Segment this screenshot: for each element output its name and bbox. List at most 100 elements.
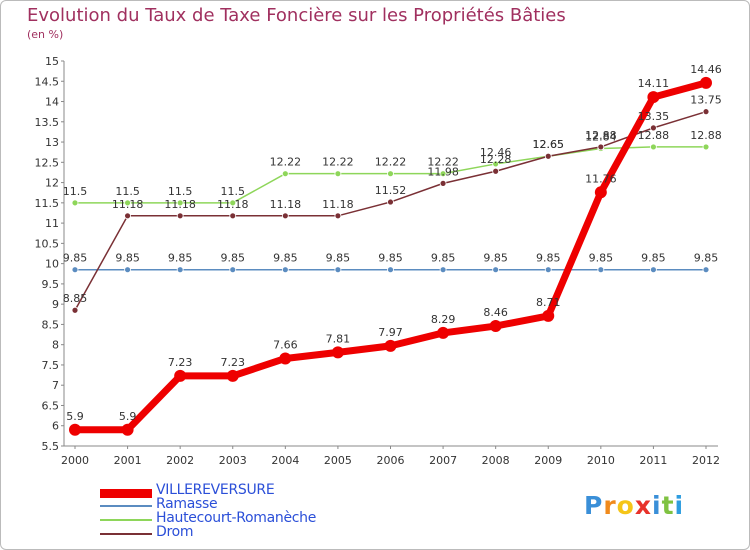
logo-letter: i: [674, 491, 685, 520]
data-label-ramasse: 9.85: [641, 252, 666, 265]
data-label-drom: 11.98: [427, 165, 459, 178]
data-point-villereversure: [226, 369, 239, 382]
data-point-drom: [387, 198, 394, 206]
data-label-drom: 11.52: [375, 184, 407, 197]
data-label-drom: 12.88: [585, 129, 617, 142]
y-tick-label: 12.5: [35, 156, 60, 169]
data-point-ramasse: [650, 266, 657, 274]
data-point-drom: [650, 124, 657, 132]
data-point-hautecourt-roman-che: [124, 199, 131, 207]
legend-swatch-ramasse: [100, 505, 152, 507]
data-point-hautecourt-roman-che: [650, 143, 657, 151]
data-label-villereversure: 8.46: [483, 306, 508, 319]
data-label-ramasse: 9.85: [483, 252, 508, 265]
x-tick-label: 2012: [692, 454, 720, 467]
data-label-drom: 11.18: [322, 198, 354, 211]
data-point-villereversure: [331, 346, 344, 359]
data-point-ramasse: [176, 266, 184, 274]
logo-letter: x: [634, 491, 652, 520]
data-label-ramasse: 9.85: [326, 252, 351, 265]
data-label-ramasse: 9.85: [589, 252, 614, 265]
data-label-drom: 12.28: [480, 153, 512, 166]
legend-label-drom: Drom: [156, 524, 194, 540]
data-point-villereversure: [700, 76, 712, 89]
y-tick-label: 8: [52, 339, 59, 352]
data-label-hautecourt-roman-che: 11.5: [115, 185, 140, 198]
x-tick-label: 2003: [219, 454, 247, 467]
data-point-drom: [334, 212, 342, 220]
data-point-drom: [544, 152, 552, 160]
data-point-villereversure: [437, 326, 450, 339]
x-tick-label: 2011: [639, 454, 667, 467]
data-point-villereversure: [384, 339, 397, 352]
legend-label-ramasse: Ramasse: [156, 496, 218, 512]
x-tick-label: 2002: [166, 454, 194, 467]
data-label-hautecourt-roman-che: 11.5: [63, 185, 88, 198]
legend-item-hautecourt-romaneche: Hautecourt-Romanèche: [100, 510, 360, 527]
data-point-villereversure: [594, 186, 607, 199]
data-point-villereversure: [69, 423, 81, 436]
data-point-hautecourt-roman-che: [439, 170, 447, 178]
legend-label-villereversure: VILLEREVERSURE: [156, 482, 275, 498]
legend-swatch-hautecourt-romaneche: [100, 519, 152, 521]
y-tick-label: 15: [45, 55, 59, 68]
y-tick-label: 6.5: [42, 399, 60, 412]
data-point-hautecourt-roman-che: [71, 199, 79, 207]
data-point-ramasse: [544, 266, 552, 274]
legend-item-ramasse: Ramasse: [100, 496, 360, 513]
data-point-hautecourt-roman-che: [702, 143, 710, 151]
data-point-hautecourt-roman-che: [492, 160, 500, 168]
data-point-villereversure: [542, 309, 555, 322]
proxiti-logo: Proxiti: [584, 491, 684, 520]
data-point-ramasse: [281, 266, 289, 274]
data-point-villereversure: [647, 91, 660, 104]
chart-title: Evolution du Taux de Taxe Foncière sur l…: [27, 5, 566, 26]
data-point-hautecourt-roman-che: [387, 170, 394, 178]
y-tick-label: 6: [52, 420, 59, 433]
data-label-drom: 11.18: [112, 198, 144, 211]
data-label-ramasse: 9.85: [273, 252, 298, 265]
data-label-villereversure: 5.9: [119, 410, 137, 423]
logo-letter: P: [584, 491, 604, 520]
data-label-drom: 11.18: [270, 198, 302, 211]
data-point-villereversure: [279, 352, 292, 365]
data-label-villereversure: 11.76: [585, 172, 617, 185]
chart-legend: VILLEREVERSURE Ramasse Hautecourt-Romanè…: [100, 482, 360, 541]
x-tick-label: 2006: [377, 454, 405, 467]
data-point-drom: [229, 212, 237, 220]
data-label-ramasse: 9.85: [115, 252, 140, 265]
data-label-ramasse: 9.85: [431, 252, 456, 265]
x-tick-label: 2001: [114, 454, 142, 467]
data-point-ramasse: [71, 266, 79, 274]
data-point-villereversure: [121, 423, 134, 436]
data-label-hautecourt-roman-che: 11.5: [168, 185, 193, 198]
data-point-drom: [597, 143, 605, 151]
data-point-drom: [124, 212, 131, 220]
data-label-hautecourt-roman-che: 12.84: [585, 131, 617, 144]
x-tick-label: 2010: [587, 454, 615, 467]
y-tick-label: 5.5: [42, 440, 60, 453]
data-point-hautecourt-roman-che: [229, 199, 237, 207]
data-point-hautecourt-roman-che: [334, 170, 342, 178]
data-point-ramasse: [702, 266, 710, 274]
data-point-hautecourt-roman-che: [176, 199, 184, 207]
data-label-villereversure: 7.66: [273, 338, 298, 351]
data-point-villereversure: [174, 369, 187, 382]
data-point-drom: [439, 179, 447, 187]
data-point-ramasse: [597, 266, 605, 274]
data-label-ramasse: 9.85: [63, 252, 88, 265]
data-label-ramasse: 9.85: [221, 252, 246, 265]
data-point-ramasse: [334, 266, 342, 274]
logo-letter: o: [616, 491, 635, 520]
y-tick-label: 10: [45, 258, 59, 271]
data-point-ramasse: [124, 266, 131, 274]
y-tick-label: 8.5: [42, 318, 60, 331]
x-tick-label: 2000: [61, 454, 89, 467]
data-point-ramasse: [492, 266, 500, 274]
data-label-ramasse: 9.85: [168, 252, 193, 265]
legend-swatch-villereversure: [100, 489, 152, 498]
y-tick-label: 7.5: [42, 359, 60, 372]
data-point-drom: [71, 306, 79, 314]
data-label-hautecourt-roman-che: 12.46: [480, 146, 512, 159]
